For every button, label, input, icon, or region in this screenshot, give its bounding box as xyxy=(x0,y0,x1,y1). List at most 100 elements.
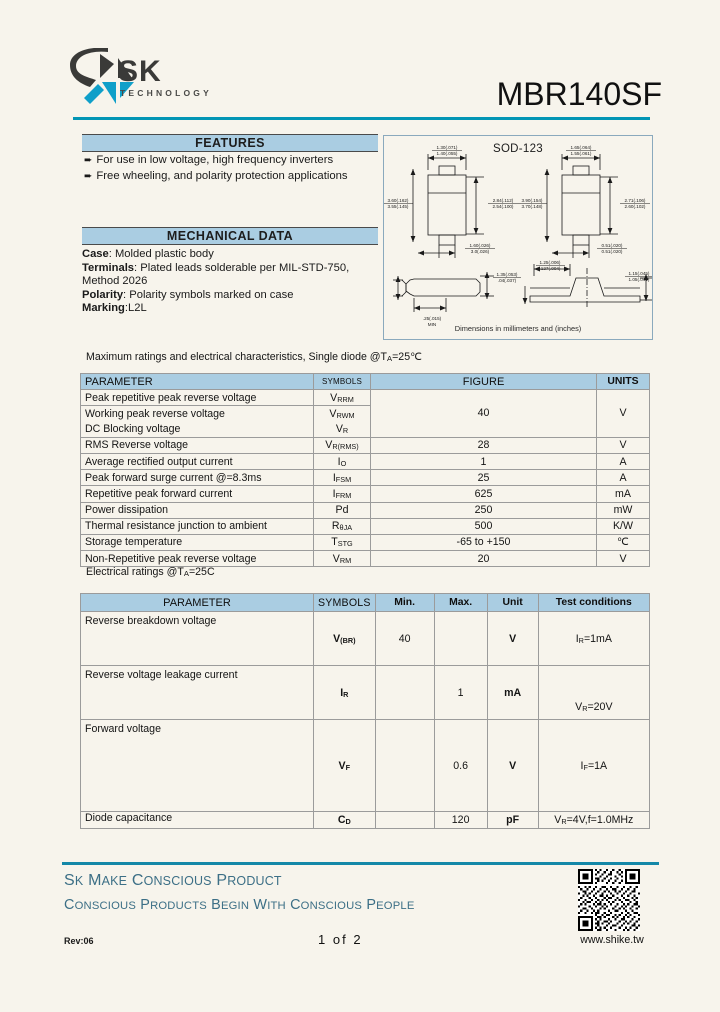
mech-value: Molded plastic body xyxy=(114,248,214,260)
th-parameter: PARAMETER xyxy=(80,593,314,612)
cell-figure: 1 xyxy=(370,452,597,471)
mech-sep: : xyxy=(108,248,115,260)
table-row: RMS Reverse voltage VR(RMS) 28 V xyxy=(80,436,650,454)
cond-post: =1A xyxy=(587,759,608,772)
cond-sub: R xyxy=(582,704,588,713)
sym-sub: θJA xyxy=(339,523,353,533)
table1-caption: Maximum ratings and electrical character… xyxy=(86,351,422,363)
th-test-conditions: Test conditions xyxy=(537,593,651,612)
sym: T xyxy=(331,536,338,549)
cell-parameter: Thermal resistance junction to ambient xyxy=(80,517,314,535)
cap2-sub: A xyxy=(183,569,189,578)
list-item: ➨ Free wheeling, and polarity protection … xyxy=(84,169,384,185)
cell-unit: A xyxy=(596,469,650,487)
th-figure: FIGURE xyxy=(370,372,597,391)
sym-sub: FSM xyxy=(335,474,352,484)
cond-sub: R xyxy=(578,635,584,645)
th-min: Min. xyxy=(374,593,435,612)
cell-symbol: RθJA xyxy=(313,517,371,535)
header-divider xyxy=(73,117,650,120)
dim-right-lead-top: 0.51(.020) xyxy=(602,243,623,248)
feature-text: For use in low voltage, high frequency i… xyxy=(96,154,334,166)
cond-pre: V xyxy=(575,701,583,713)
table-row: Forward voltage VF 0.6 V IF=1A xyxy=(80,719,651,812)
cell-symbol: TSTG xyxy=(313,533,371,552)
feature-text: Free wheeling, and polarity protection a… xyxy=(96,169,348,182)
mech-value: Polarity symbols marked on case xyxy=(129,288,294,301)
cell-unit: V xyxy=(486,611,539,666)
dim-right-width-top: 1.65(.064) xyxy=(571,145,592,150)
cell-test-condition: IF=1A xyxy=(537,719,651,812)
sym-sub: R xyxy=(342,426,349,436)
cell-max: 0.6 xyxy=(433,719,488,812)
qr-code-icon[interactable] xyxy=(578,869,640,931)
cell-unit: ℃ xyxy=(596,533,650,552)
cell-symbol: VRM xyxy=(313,550,371,568)
bullet-icon: ➨ xyxy=(84,170,93,182)
cell-symbol: IFRM xyxy=(313,485,371,503)
cell-unit: V xyxy=(596,436,650,454)
sym: I xyxy=(332,487,336,500)
mech-key: Terminals xyxy=(82,261,135,274)
package-outline-drawing: SOD-123 xyxy=(383,135,653,340)
sym-sub: STG xyxy=(337,539,353,549)
table-header-row: PARAMETER SYMBOLS Min. Max. Unit Test co… xyxy=(80,593,651,612)
cell-parameter: Reverse voltage leakage current xyxy=(80,665,314,720)
dim-left-rh-bot: 2.54(.100) xyxy=(493,204,514,209)
cell-parameter: DC Blocking voltage xyxy=(80,421,314,438)
revision-label: Rev:06 xyxy=(64,936,94,946)
sym-sub: (BR) xyxy=(340,635,356,645)
dim-left-lead-bot: 3.0(.026) xyxy=(471,249,490,254)
sk-logo-mark xyxy=(70,48,200,110)
dim-left-thk-bot: .04(.037) xyxy=(498,278,517,283)
cell-unit: mA xyxy=(486,665,539,720)
table-row: Thermal resistance junction to ambient R… xyxy=(80,517,650,535)
cell-min xyxy=(374,665,435,720)
cell-figure: 28 xyxy=(370,436,597,454)
dim-right-thk-bot: 1.05(.041) xyxy=(629,277,650,282)
cond-pre: I xyxy=(575,632,579,645)
cell-parameter: Peak forward surge current @=8.3ms xyxy=(80,469,314,487)
cell-min xyxy=(374,811,435,829)
mechanical-data-heading: MECHANICAL DATA xyxy=(82,227,378,245)
sym-sub: F xyxy=(345,762,351,772)
table-row: Diode capacitance CD 120 pF VR=4V,f=1.0M… xyxy=(80,811,651,829)
mech-sep: : xyxy=(123,288,130,301)
th-units: UNITS xyxy=(596,372,650,391)
cell-symbol: Pd xyxy=(313,501,371,519)
dim-left-h-top: 3.60(.162) xyxy=(388,198,409,203)
sym: V xyxy=(325,439,333,452)
table-row: Peak forward surge current @=8.3ms IFSM … xyxy=(80,469,650,487)
cond-pre: V xyxy=(554,814,562,826)
mech-value: L2L xyxy=(128,302,147,315)
dim-left-rh-top: 2.84(.112) xyxy=(493,198,514,203)
mech-key: Case xyxy=(82,248,109,260)
cond-sub: R xyxy=(561,817,567,826)
sym: C xyxy=(337,814,346,826)
table-row: Reverse voltage leakage current IR 1 mA … xyxy=(80,665,651,720)
cell-test-condition: VR=4V,f=1.0MHz xyxy=(537,811,651,829)
dim-left-lead-top: 1.60(.026) xyxy=(470,243,491,248)
sym-sub: FRM xyxy=(335,490,352,500)
sym-sub: O xyxy=(340,458,347,468)
th-symbols: SYMBOLS xyxy=(313,593,376,612)
logo-wordmark: SK xyxy=(118,55,162,88)
cell-figure: 250 xyxy=(370,501,597,519)
table-row: Reverse breakdown voltage V(BR) 40 V IR=… xyxy=(80,611,651,666)
cell-symbol: VRWM xyxy=(313,405,371,422)
electrical-ratings-table: PARAMETER SYMBOLS Min. Max. Unit Test co… xyxy=(80,593,651,829)
website-url[interactable]: www.shike.tw xyxy=(580,934,644,946)
logo-tagline: TECHNOLOGY xyxy=(120,88,212,98)
dim-right-rh-bot: 2.60(.102) xyxy=(625,204,646,209)
cell-test-condition: VR=20V xyxy=(537,665,651,720)
table-row: Average rectified output current IO 1 A xyxy=(80,452,650,471)
dim-right-pad-top: 1.25(.006) xyxy=(540,260,561,265)
cond-post: =1mA xyxy=(583,632,612,645)
cell-parameter: Average rectified output current xyxy=(80,452,314,471)
mech-value: Plated leads solderable per MIL-STD-750, xyxy=(140,261,350,274)
table-row: Working peak reverse voltage VRWM xyxy=(80,405,650,422)
table-row: Peak repetitive peak reverse voltage VRR… xyxy=(80,389,650,438)
dim-right-width-bot: 1.55(.061) xyxy=(571,151,592,156)
sym-sub: D xyxy=(345,817,351,826)
mech-row: Marking:L2L xyxy=(82,302,382,316)
